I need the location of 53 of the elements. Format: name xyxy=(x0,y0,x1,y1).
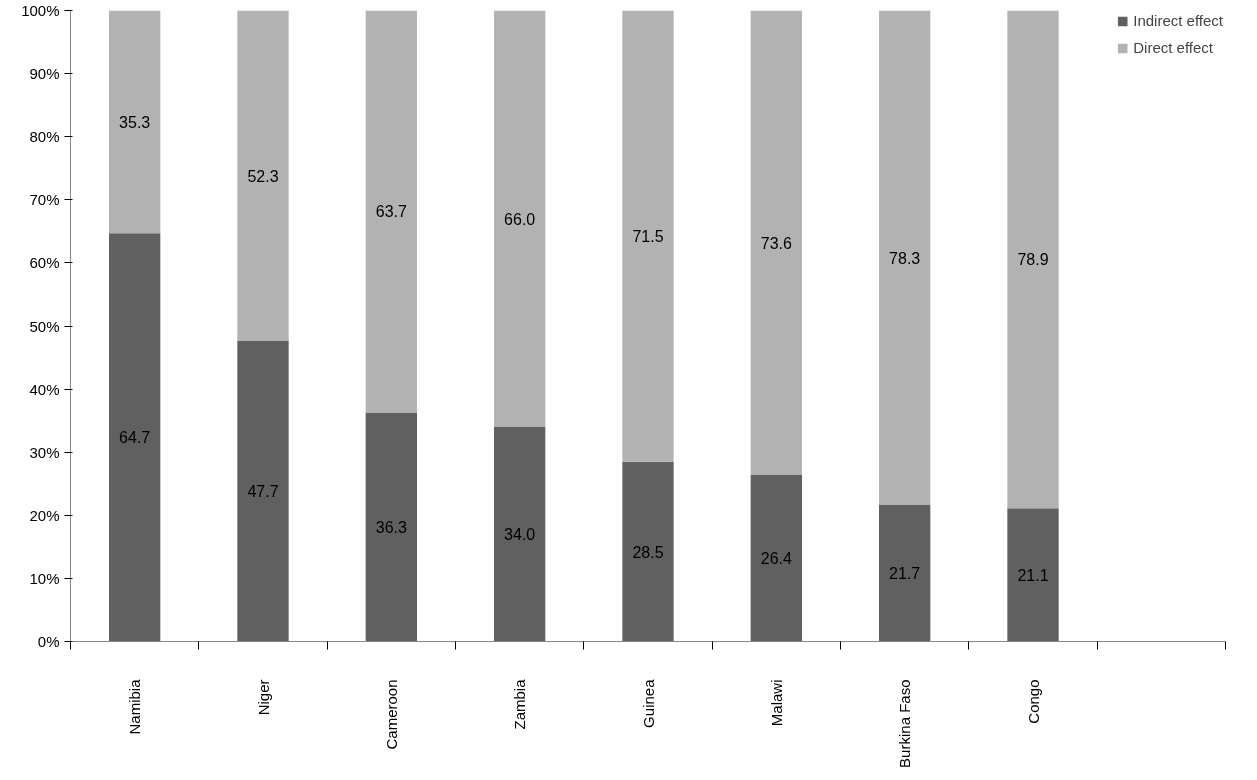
y-tick-label: 0% xyxy=(37,633,60,650)
bar xyxy=(109,233,161,642)
data-label: 73.6 xyxy=(760,234,793,252)
legend-label: Direct effect xyxy=(1133,39,1213,56)
data-label: 64.7 xyxy=(119,429,151,447)
bar xyxy=(494,426,546,642)
data-label: 78.9 xyxy=(1017,251,1049,269)
data-label: 52.3 xyxy=(247,167,279,185)
y-tick-label: 80% xyxy=(29,128,60,146)
y-tick-label: 90% xyxy=(29,65,60,83)
legend-label: Indirect effect xyxy=(1133,12,1223,29)
x-tick-label: Guinea xyxy=(639,678,657,728)
bar xyxy=(622,10,674,462)
bar xyxy=(365,10,417,413)
y-tick-label: 50% xyxy=(29,317,60,335)
data-label: 47.7 xyxy=(247,483,279,501)
x-tick-label: Namibia xyxy=(126,678,144,735)
bar xyxy=(750,474,802,642)
bar xyxy=(750,10,802,475)
bar xyxy=(1007,508,1059,642)
bar xyxy=(365,412,417,642)
data-label: 66.0 xyxy=(504,210,536,228)
data-label: 28.5 xyxy=(632,543,664,561)
x-tick-label: Burkina Faso xyxy=(896,679,914,768)
bar xyxy=(237,340,289,642)
y-tick-label: 10% xyxy=(29,569,60,587)
y-tick-label: 70% xyxy=(29,191,60,209)
y-tick-label: 100% xyxy=(21,2,60,19)
bar xyxy=(1007,10,1059,509)
data-label: 71.5 xyxy=(632,228,664,246)
x-tick-label: Cameroon xyxy=(382,679,400,750)
bar xyxy=(879,504,931,642)
data-label: 21.7 xyxy=(889,565,921,583)
data-label: 63.7 xyxy=(375,203,408,221)
y-tick-label: 20% xyxy=(29,506,60,524)
data-label: 21.1 xyxy=(1017,566,1049,584)
data-label: 78.3 xyxy=(889,249,921,267)
x-tick-label: Congo xyxy=(1024,679,1042,724)
y-tick-label: 60% xyxy=(29,254,60,272)
data-label: 35.3 xyxy=(119,113,151,131)
y-tick-label: 30% xyxy=(29,443,60,461)
bar xyxy=(237,10,289,341)
bar xyxy=(879,10,931,505)
bar xyxy=(622,461,674,642)
bar xyxy=(494,10,546,427)
data-label: 36.3 xyxy=(375,518,408,536)
x-tick-label: Niger xyxy=(254,679,272,716)
x-tick-label: Zambia xyxy=(511,678,529,730)
bar xyxy=(109,10,161,234)
x-tick-label: Malawi xyxy=(767,679,785,727)
y-tick-label: 40% xyxy=(29,380,60,398)
data-label: 26.4 xyxy=(760,550,793,568)
data-label: 34.0 xyxy=(504,526,536,544)
